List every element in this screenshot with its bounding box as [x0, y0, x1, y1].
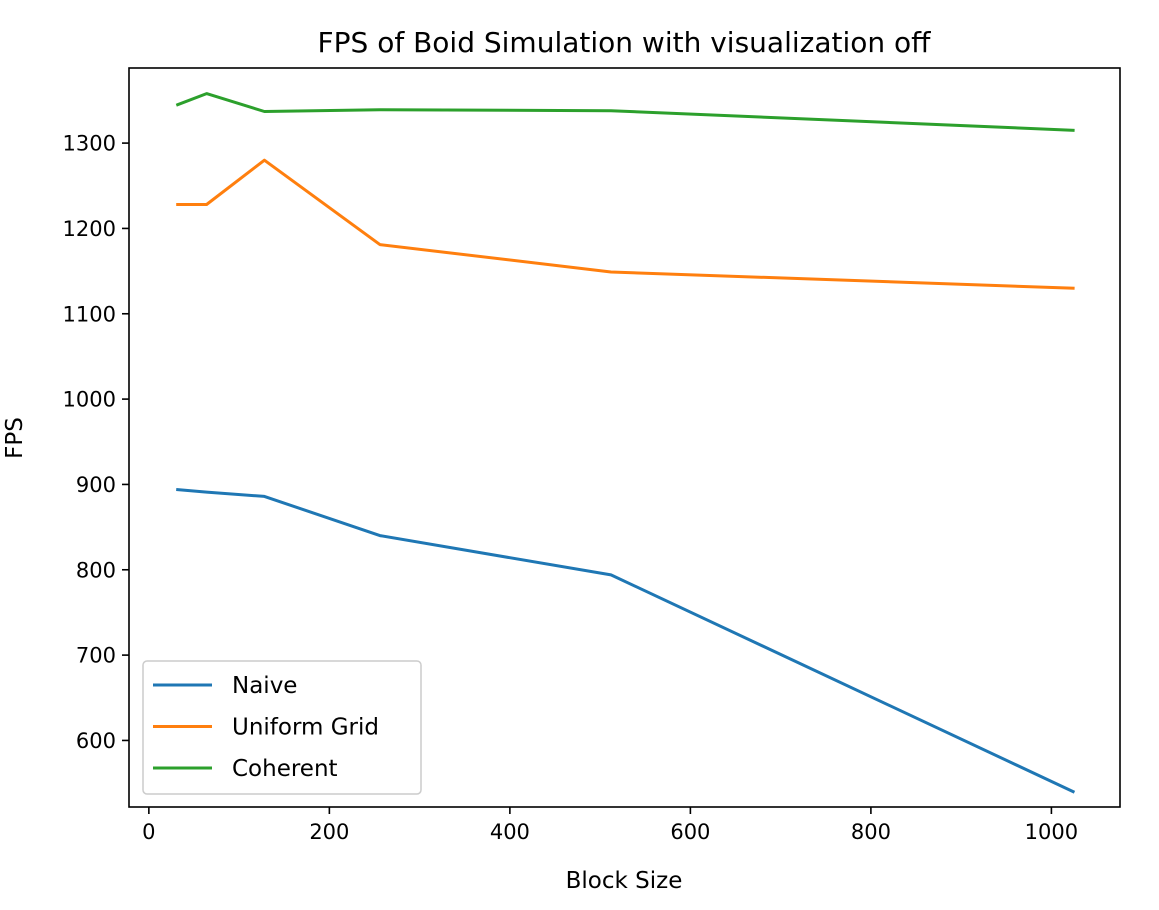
- x-tick-label: 800: [851, 820, 891, 844]
- chart-title: FPS of Boid Simulation with visualizatio…: [318, 26, 932, 59]
- y-tick-label: 900: [76, 473, 116, 497]
- legend: Naive Uniform Grid Coherent: [142, 660, 422, 795]
- axis-ticks: 0 200 400 600 800 1000 600 700 800 900 1000 1100 120…: [63, 132, 1079, 844]
- x-axis-label: Block Size: [566, 868, 683, 894]
- y-tick-label: 800: [76, 558, 116, 582]
- y-tick-label: 1200: [63, 217, 116, 241]
- y-axis-label: FPS: [2, 417, 28, 459]
- series-line-uniform-grid: [176, 158, 1075, 290]
- y-tick-label: 1300: [63, 132, 116, 156]
- legend-label-uniform-grid: Uniform Grid: [232, 715, 379, 741]
- series-lines: [175, 92, 1076, 794]
- legend-box: [142, 660, 422, 795]
- x-tick-label: 1000: [1025, 820, 1078, 844]
- legend-label-naive: Naive: [232, 673, 297, 699]
- x-tick-label: 200: [309, 820, 349, 844]
- y-tick-label: 1000: [63, 388, 116, 412]
- x-tick-label: 0: [142, 820, 155, 844]
- legend-label-coherent: Coherent: [232, 756, 338, 782]
- series-line-naive: [176, 487, 1076, 794]
- y-tick-label: 600: [76, 729, 116, 753]
- series-line-coherent: [175, 92, 1075, 132]
- plot-area-frame: [128, 67, 1121, 808]
- x-tick-label: 400: [490, 820, 530, 844]
- y-tick-label: 1100: [63, 302, 116, 326]
- x-tick-label: 600: [670, 820, 710, 844]
- y-tick-label: 700: [76, 644, 116, 668]
